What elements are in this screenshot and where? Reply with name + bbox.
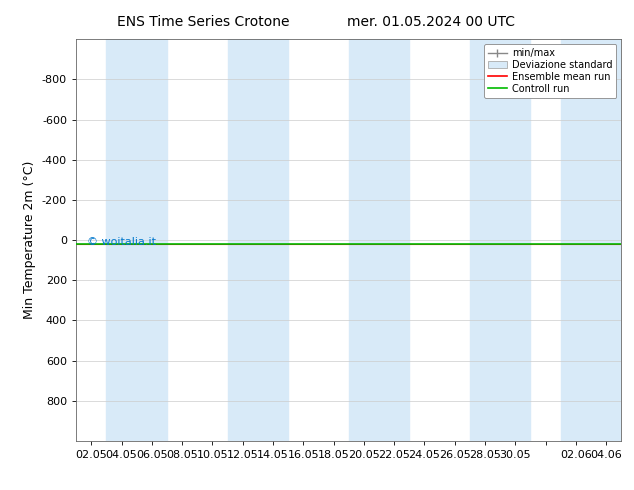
Y-axis label: Min Temperature 2m (°C): Min Temperature 2m (°C)	[23, 161, 36, 319]
Bar	[107, 39, 167, 441]
Text: © woitalia.it: © woitalia.it	[87, 237, 156, 247]
Legend: min/max, Deviazione standard, Ensemble mean run, Controll run: min/max, Deviazione standard, Ensemble m…	[484, 44, 616, 98]
Bar	[470, 39, 531, 441]
Text: ENS Time Series Crotone: ENS Time Series Crotone	[117, 15, 289, 29]
Text: mer. 01.05.2024 00 UTC: mer. 01.05.2024 00 UTC	[347, 15, 515, 29]
Bar	[228, 39, 288, 441]
Bar	[560, 39, 621, 441]
Bar	[349, 39, 410, 441]
